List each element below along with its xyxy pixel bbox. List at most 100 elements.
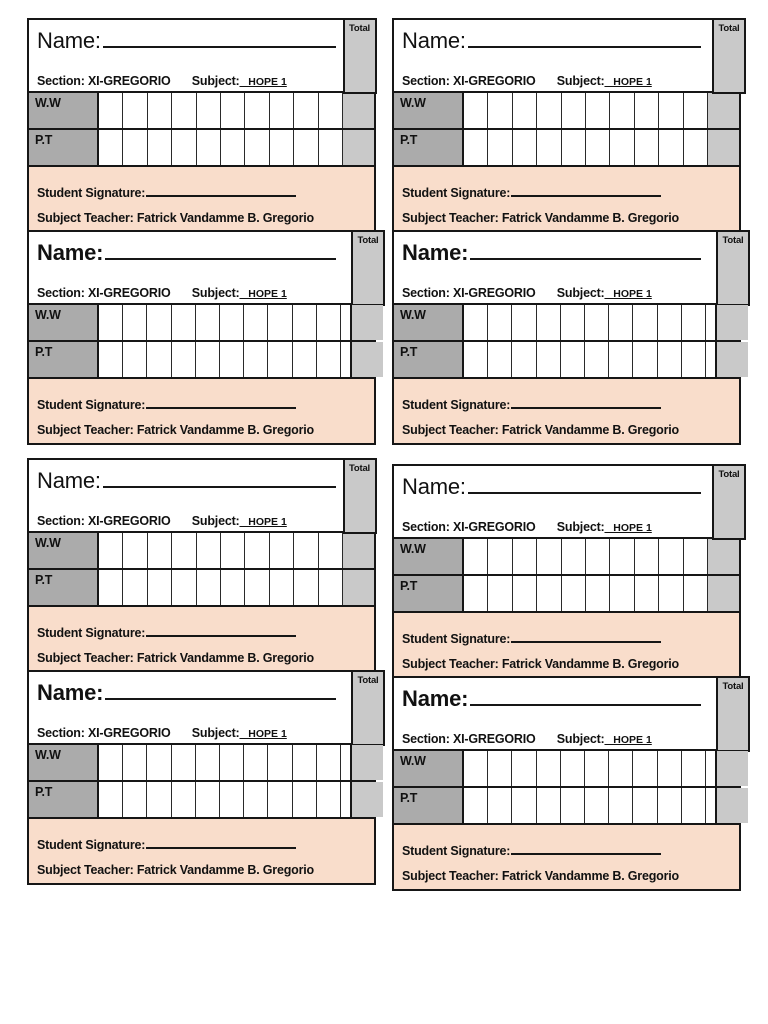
score-cell — [316, 342, 342, 377]
score-cell — [634, 576, 660, 611]
section-label: Section: XI-GREGORIO — [37, 726, 171, 740]
subject-teacher-label: Subject Teacher: Fatrick Vandamme B. Gre… — [402, 211, 679, 225]
score-cell — [147, 745, 172, 780]
score-cell — [512, 788, 537, 823]
name-row: Name: — [402, 22, 705, 56]
performance-task-row: P.T — [29, 342, 384, 379]
score-cell — [561, 93, 587, 128]
card-footer: Student Signature: Subject Teacher: Fatr… — [27, 819, 376, 885]
card-header-fields: Name: Section: XI-GREGORIO Subject:_ HOP… — [29, 672, 340, 743]
pt-label-cell: P.T — [394, 342, 464, 377]
performance-task-row: P.T — [394, 576, 740, 613]
total-score-cell — [708, 576, 740, 611]
score-cell — [537, 576, 562, 611]
pt-label-cell: P.T — [394, 788, 464, 823]
score-cell — [220, 782, 245, 817]
score-table: W.W P.T — [392, 305, 749, 379]
subject-label: Subject: — [191, 286, 240, 300]
score-cell — [464, 788, 489, 823]
card-header: Name: Section: XI-GREGORIO Subject:_ HOP… — [392, 675, 750, 752]
score-cell — [172, 533, 197, 568]
score-cell — [585, 342, 610, 377]
score-cell — [147, 130, 173, 165]
score-table: W.W P.T — [27, 93, 376, 167]
total-score-cell — [343, 533, 375, 568]
score-cell — [99, 533, 124, 568]
score-cell — [268, 745, 293, 780]
name-label: Name: — [402, 28, 466, 53]
total-score-cell — [343, 93, 375, 128]
score-table: W.W P.T — [392, 93, 741, 167]
score-cell — [316, 782, 342, 817]
grade-slip-card: Name: Section: XI-GREGORIO Subject:_ HOP… — [27, 669, 385, 885]
name-label: Name: — [37, 680, 104, 705]
score-cell — [681, 788, 707, 823]
score-cell — [512, 342, 537, 377]
score-cell — [561, 576, 587, 611]
subject-label: Subject: — [556, 286, 605, 300]
score-cell — [196, 130, 222, 165]
name-label: Name: — [402, 474, 466, 499]
score-cell — [681, 305, 707, 340]
signature-row: Student Signature: — [37, 396, 366, 412]
score-cell — [123, 745, 148, 780]
grade-slip-card: Name: Section: XI-GREGORIO Subject:_ HOP… — [392, 229, 750, 445]
card-footer: Student Signature: Subject Teacher: Fatr… — [392, 167, 741, 233]
signature-blank-line — [511, 184, 662, 197]
subject-value: _ HOPE 1 — [604, 734, 652, 746]
score-cell — [657, 788, 682, 823]
signature-blank-line — [146, 624, 297, 637]
score-cell — [683, 130, 709, 165]
card-header: Name: Section: XI-GREGORIO Subject:_ HOP… — [392, 463, 746, 540]
score-cell — [609, 788, 634, 823]
total-score-cell — [350, 342, 384, 377]
signature-row: Student Signature: — [37, 184, 366, 200]
score-cell — [561, 130, 587, 165]
subject-value: _ HOPE 1 — [604, 76, 652, 88]
card-footer: Student Signature: Subject Teacher: Fatr… — [27, 607, 376, 673]
student-signature-label: Student Signature: — [402, 632, 511, 646]
score-cell — [123, 570, 148, 605]
score-cell — [560, 788, 586, 823]
score-cell — [268, 305, 293, 340]
signature-blank-line — [511, 842, 662, 855]
score-cell — [512, 539, 538, 574]
score-cell — [488, 342, 513, 377]
score-cell — [560, 751, 586, 786]
score-cell — [318, 533, 344, 568]
subject-label: Subject: — [191, 726, 240, 740]
score-cell — [659, 93, 684, 128]
total-score-cell — [350, 305, 384, 340]
name-blank-line — [467, 468, 701, 494]
name-label: Name: — [37, 468, 101, 493]
total-score-cell — [715, 788, 749, 823]
score-cell — [609, 751, 634, 786]
signature-row: Student Signature: — [402, 630, 731, 646]
card-header-fields: Name: Section: XI-GREGORIO Subject:_ HOP… — [29, 20, 340, 91]
section-label: Section: XI-GREGORIO — [402, 74, 536, 88]
signature-blank-line — [146, 396, 297, 409]
name-blank-line — [105, 674, 336, 700]
score-table: W.W P.T — [27, 745, 384, 819]
ww-label-cell: W.W — [29, 305, 99, 340]
score-cell — [268, 342, 293, 377]
score-cell — [610, 539, 635, 574]
written-work-row: W.W — [29, 305, 384, 342]
score-cell — [99, 570, 124, 605]
score-cell — [609, 305, 634, 340]
score-cell — [585, 788, 610, 823]
total-header-cell: Total — [342, 17, 377, 94]
name-row: Name: — [402, 468, 705, 502]
score-cell — [244, 745, 269, 780]
total-score-cell — [708, 130, 740, 165]
total-score-cell — [715, 342, 749, 377]
ww-label-cell: W.W — [394, 93, 464, 128]
pt-label-cell: P.T — [394, 576, 464, 611]
score-cell — [633, 342, 658, 377]
grade-slip-card: Name: Section: XI-GREGORIO Subject:_ HOP… — [27, 229, 385, 445]
name-label: Name: — [37, 240, 104, 265]
signature-row: Student Signature: — [402, 842, 731, 858]
subject-value: _ HOPE 1 — [604, 522, 652, 534]
signature-blank-line — [511, 630, 662, 643]
ww-label-cell: W.W — [29, 93, 99, 128]
